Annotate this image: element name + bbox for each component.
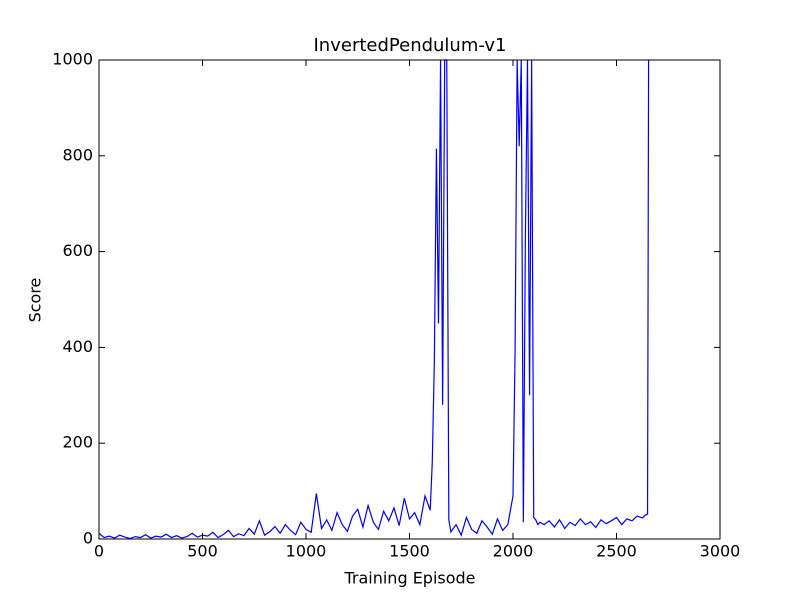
- y-tick-label: 800: [62, 145, 93, 164]
- y-tick-label: 600: [62, 241, 93, 260]
- y-tick-label: 400: [62, 337, 93, 356]
- x-tick-label: 1000: [286, 542, 327, 561]
- chart-title: InvertedPendulum-v1: [314, 35, 507, 56]
- x-tick-label: 3000: [700, 542, 741, 561]
- data-line: [98, 59, 650, 540]
- y-axis-label: Score: [26, 278, 45, 323]
- y-tick-label: 0: [83, 529, 93, 548]
- x-tick-label: 0: [94, 542, 104, 561]
- y-tick-label: 1000: [52, 50, 93, 69]
- x-tick-label: 1500: [389, 542, 430, 561]
- x-tick-label: 2000: [493, 542, 534, 561]
- x-tick-label: 500: [187, 542, 218, 561]
- x-tick-label: 2500: [596, 542, 637, 561]
- x-axis-label: Training Episode: [343, 569, 475, 588]
- y-tick-label: 200: [62, 433, 93, 452]
